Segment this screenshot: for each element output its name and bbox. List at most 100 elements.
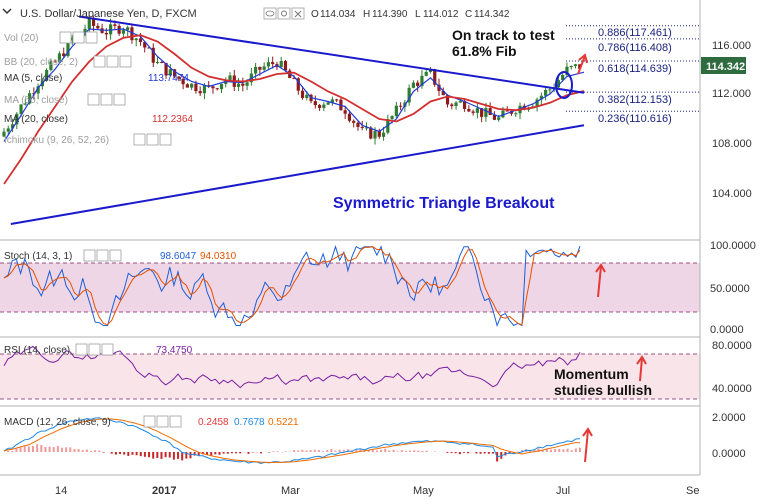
candle-body [390,116,394,120]
candle-body [424,71,428,76]
macd-tick: 2.0000 [712,412,746,424]
svg-text:114.012: 114.012 [423,9,459,20]
svg-text:114.390: 114.390 [372,9,408,20]
settings-icon[interactable] [96,249,109,262]
svg-text:L: L [415,9,421,20]
candle-body [471,111,475,113]
ma50-label: MA (50, close) [4,95,68,106]
settings-icon[interactable] [72,31,85,44]
price-tick: 112.000 [712,88,751,100]
settings-icon[interactable] [106,55,119,68]
eye-icon[interactable] [263,7,277,20]
macd-line [3,417,581,465]
candle-body [62,53,66,57]
price-tick: 104.000 [712,188,752,200]
candle-body [49,61,53,70]
candle-body [168,69,172,76]
eye-icon[interactable] [133,133,146,146]
settings-icon[interactable] [156,415,169,428]
eye-icon[interactable] [143,415,156,428]
time-tick: Se [686,485,699,497]
eye-icon[interactable] [75,343,88,356]
candle-body [96,25,100,29]
settings-icon[interactable] [100,93,113,106]
time-tick: 14 [55,485,67,497]
fib-note-2: 61.8% Fib [452,43,517,59]
stoch-k-value: 98.6047 [160,251,197,262]
stoch-lines [3,245,581,328]
candle-body [544,89,548,96]
eye-icon[interactable] [87,93,100,106]
macd-hist-value: 0.2458 [198,417,229,428]
chevron-down-icon[interactable] [2,8,12,15]
candle-body [160,61,164,63]
price-tick: 116.000 [712,40,751,52]
candle-body [330,99,334,103]
candle-body [561,74,565,81]
candle-body [266,62,271,67]
rsi-legend: RSI (14, close) 73.4750 80.0000 40.0000 [4,340,752,395]
close-icon[interactable] [119,55,132,68]
candle-body [454,102,458,107]
chart-header: U.S. Dollar/Japanese Yen, D, FXCM O 114.… [2,7,510,20]
up-arrow-icon [577,53,588,75]
candle-body [236,83,241,87]
candle-body [138,38,143,43]
candle-body [172,69,177,77]
macd-signal-value: 0.5221 [268,417,299,428]
settings-icon[interactable] [277,7,291,20]
settings-icon[interactable] [146,133,159,146]
pattern-annotation: Symmetric Triangle Breakout [333,195,555,212]
candle-body [458,101,462,103]
candle-body [416,82,420,86]
time-tick: 2017 [152,485,176,497]
candle-body [573,64,578,67]
candle-body [202,85,207,94]
close-icon[interactable] [169,415,182,428]
candle-body [164,62,168,76]
eye-icon[interactable] [93,55,106,68]
macd-label: MACD (12, 26, close, 9) [4,417,111,428]
candle-body [147,47,151,49]
up-arrow-icon [595,263,606,298]
candle-body [292,78,296,80]
svg-text:H: H [363,9,370,20]
candle-body [258,66,262,70]
svg-text:C: C [465,9,472,20]
rsi-tick: 80.0000 [712,340,752,352]
candle-body [185,84,189,88]
candle-body [181,78,185,85]
candle-body [83,28,87,33]
settings-icon[interactable] [88,343,101,356]
eye-icon[interactable] [83,249,96,262]
momentum-note-2: studies bullish [554,382,652,398]
candle-body [360,126,364,128]
candle-body [194,83,198,92]
rsi-value: 73.4750 [156,345,193,356]
candle-body [356,122,360,127]
close-icon[interactable] [109,249,122,262]
candle-body [27,93,32,104]
candle-body [343,110,347,114]
close-icon[interactable] [291,7,305,20]
close-icon[interactable] [113,93,126,106]
eye-icon[interactable] [59,31,72,44]
fib-label: 0.786(116.408) [598,42,672,54]
candle-body [151,47,155,63]
close-icon[interactable] [159,133,172,146]
candle-body [565,66,569,75]
candle-body [283,60,288,71]
fib-label: 0.236(110.616) [598,113,672,125]
candle-body [45,69,49,81]
upper-trendline [78,15,585,94]
candle-body [57,53,62,63]
candle-body [36,86,40,94]
close-icon[interactable] [85,31,98,44]
candle-body [126,27,130,31]
candle-body [450,104,454,107]
close-icon[interactable] [101,343,114,356]
candle-body [245,82,249,86]
candle-body [501,110,505,118]
candle-body [300,90,305,98]
